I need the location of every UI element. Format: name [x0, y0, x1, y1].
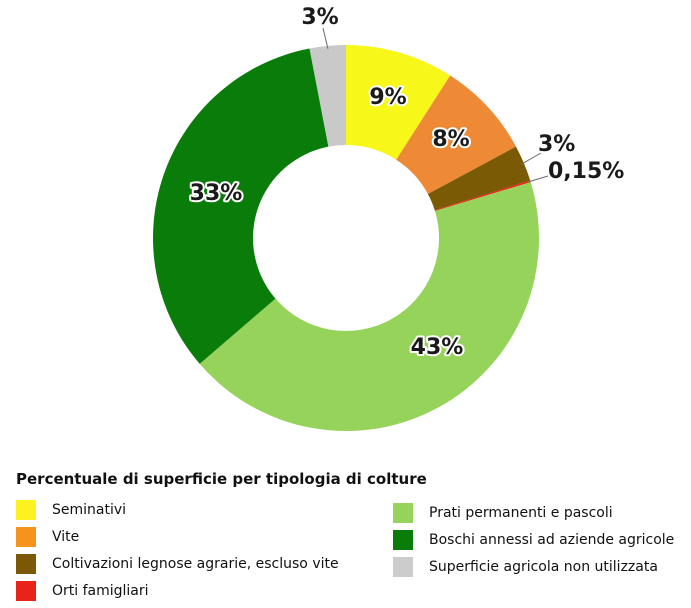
legend-swatch — [16, 527, 36, 547]
leader-line-orti-famigliari — [527, 175, 549, 183]
legend-swatch — [16, 554, 36, 574]
legend-label: Seminativi — [52, 502, 127, 518]
legend-label: Orti famigliari — [52, 583, 149, 599]
legend-swatch — [16, 500, 36, 520]
legend-item-seminativi: Seminativi — [16, 500, 126, 520]
legend-item-prati-permanenti: Prati permanenti e pascoli — [393, 503, 613, 523]
legend-label: Prati permanenti e pascoli — [429, 505, 613, 521]
data-label-seminativi: 9% — [369, 85, 406, 110]
data-label-orti-famigliari: 0,15% — [548, 159, 624, 184]
legend-label: Vite — [52, 529, 80, 545]
donut-chart: 9%8% 3%0,15%43%33%3% — [153, 3, 626, 431]
leader-line-coltivazioni-legnose — [520, 152, 542, 165]
data-label-prati-permanenti: 43% — [411, 335, 464, 360]
legend-swatch — [16, 581, 36, 601]
leader-line-superficie-non-utilizzata — [322, 27, 329, 49]
legend-item-boschi: Boschi annessi ad aziende agricole — [393, 530, 674, 550]
slice-superficie-non-utilizzata — [309, 45, 346, 147]
legend-label: Boschi annessi ad aziende agricole — [429, 532, 675, 548]
legend-label: Coltivazioni legnose agrarie, escluso vi… — [52, 556, 339, 572]
legend-title: Percentuale di superficie per tipologia … — [16, 470, 427, 488]
slice-seminativi — [346, 45, 451, 160]
data-label-superficie-non-utilizzata: 3% — [301, 5, 338, 30]
data-label-coltivazioni-legnose: 3% — [538, 132, 575, 157]
legend-label: Superficie agricola non utilizzata — [429, 559, 658, 575]
legend-swatch — [393, 530, 413, 550]
data-label-vite: 8% — [432, 127, 469, 152]
legend-swatch — [393, 557, 413, 577]
legend-item-coltivazioni-legnose: Coltivazioni legnose agrarie, escluso vi… — [16, 554, 339, 574]
data-label-boschi: 33% — [190, 181, 243, 206]
slice-vite — [396, 75, 516, 194]
slice-coltivazioni-legnose — [427, 146, 531, 211]
slice-orti-famigliari — [434, 180, 531, 212]
legend-item-superficie-non-utilizzata: Superficie agricola non utilizzata — [393, 557, 658, 577]
slice-prati-permanenti — [199, 182, 539, 431]
legend-item-orti-famigliari: Orti famigliari — [16, 581, 149, 601]
legend-item-vite: Vite — [16, 527, 79, 547]
legend-swatch — [393, 503, 413, 523]
slice-boschi — [153, 48, 329, 364]
